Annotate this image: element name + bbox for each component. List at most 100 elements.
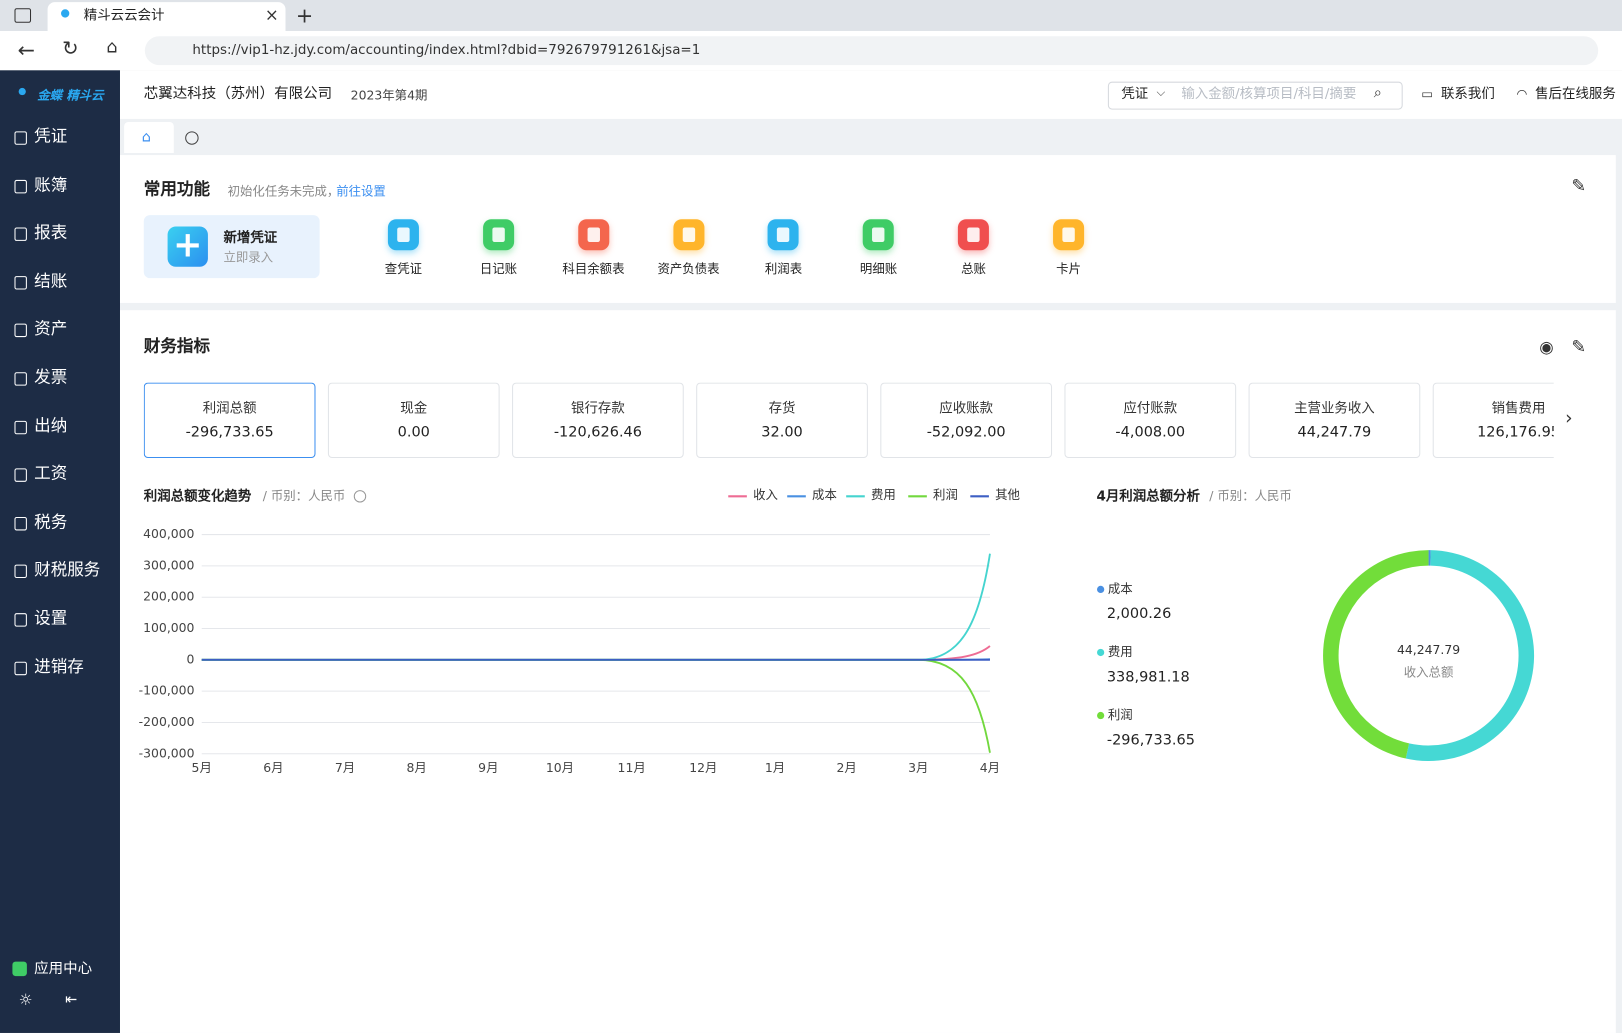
next-arrow[interactable]: › bbox=[1565, 407, 1573, 430]
home-button[interactable]: ⌂ bbox=[106, 37, 118, 58]
menu-item[interactable]: 结账 bbox=[34, 270, 68, 291]
home-tab[interactable] bbox=[124, 122, 174, 154]
new-voucher-title: 新增凭证 bbox=[223, 230, 278, 247]
x-tick-label: 9月 bbox=[478, 760, 498, 775]
indicator-card[interactable]: 现金 0.00 bbox=[327, 382, 500, 459]
y-tick-label: 400,000 bbox=[143, 526, 194, 541]
search-type[interactable]: 凭证 bbox=[1121, 86, 1149, 103]
after-sales[interactable]: 售后在线服务 bbox=[1535, 86, 1616, 103]
menu-item[interactable]: 工资 bbox=[34, 463, 68, 484]
indicator-card[interactable]: 应付账款 -4,008.00 bbox=[1064, 382, 1237, 459]
indicator-value: -120,626.46 bbox=[553, 423, 642, 441]
function-icon-glyph bbox=[397, 227, 410, 242]
x-tick-label: 2月 bbox=[836, 760, 856, 775]
legend-dot bbox=[1097, 648, 1105, 657]
legend-dot bbox=[1097, 585, 1105, 593]
function-label[interactable]: 日记账 bbox=[479, 261, 518, 277]
menu-item[interactable]: 财税服务 bbox=[34, 559, 101, 580]
function-label[interactable]: 卡片 bbox=[1056, 261, 1082, 277]
tab-icon[interactable] bbox=[14, 8, 32, 23]
indicator-card[interactable]: 应收账款 -52,092.00 bbox=[880, 382, 1053, 459]
x-tick-label: 10月 bbox=[546, 760, 574, 775]
value-label: 338,981.18 bbox=[1107, 669, 1190, 685]
menu-item[interactable]: 资产 bbox=[34, 318, 68, 339]
x-tick-label: 6月 bbox=[263, 760, 283, 775]
indicator-name: 银行存款 bbox=[570, 401, 625, 417]
menu-item[interactable]: 账簿 bbox=[34, 174, 68, 194]
function-label[interactable]: 利润表 bbox=[764, 261, 803, 277]
url-field[interactable] bbox=[144, 36, 1599, 66]
edit-icon[interactable]: ✎ bbox=[1571, 175, 1587, 197]
app-center[interactable]: 应用中心 bbox=[34, 960, 93, 978]
contact-icon: ▭ bbox=[1421, 86, 1434, 102]
indicator-card[interactable]: 销售费用 126,176.95 bbox=[1432, 382, 1554, 459]
x-tick-label: 4月 bbox=[980, 760, 1000, 775]
chart-subtitle: / 币别：人民币 bbox=[263, 488, 346, 503]
visibility-icon[interactable]: ◉ bbox=[1539, 337, 1554, 357]
search-placeholder: 输入金额/核算项目/科目/摘要 bbox=[1181, 86, 1357, 103]
menu-item[interactable]: 进销存 bbox=[34, 656, 84, 676]
search-icon[interactable]: ⌕ bbox=[1373, 84, 1382, 102]
legend-label: 费用 bbox=[871, 487, 896, 502]
legend-label: 利润 bbox=[1108, 707, 1133, 722]
period[interactable]: 2023年第4期 bbox=[350, 87, 428, 103]
indicator-strip: 利润总额 -296,733.65 现金 0.00 银行存款 -120,626.46 存货 32… bbox=[143, 382, 1554, 460]
indicator-name: 应付账款 bbox=[1123, 401, 1178, 417]
x-tick-label: 1月 bbox=[765, 760, 785, 775]
legend-label: 成本 bbox=[1108, 581, 1133, 596]
indicator-value: -4,008.00 bbox=[1115, 423, 1186, 441]
legend-label: 费用 bbox=[1108, 644, 1133, 659]
indicator-name: 销售费用 bbox=[1491, 401, 1546, 417]
active-tab[interactable] bbox=[47, 2, 286, 32]
contact-us[interactable]: 联系我们 bbox=[1440, 86, 1495, 103]
tab-menu[interactable] bbox=[185, 131, 199, 145]
menu-item[interactable]: 凭证 bbox=[34, 126, 68, 146]
menu-item[interactable]: 报表 bbox=[34, 222, 68, 243]
series-line bbox=[201, 658, 991, 753]
menu-icon bbox=[14, 468, 27, 483]
indicator-value: 44,247.79 bbox=[1297, 423, 1372, 441]
settings-link[interactable]: 前往设置 bbox=[336, 184, 386, 199]
indicator-value: -296,733.65 bbox=[185, 423, 274, 441]
function-label[interactable]: 明细账 bbox=[859, 261, 898, 277]
value-label: -296,733.65 bbox=[1107, 732, 1195, 748]
search-box[interactable] bbox=[1107, 81, 1403, 110]
menu-item[interactable]: 发票 bbox=[34, 367, 68, 387]
indicator-card[interactable]: 利润总额 -296,733.65 bbox=[143, 382, 316, 459]
chart-title: 利润总额变化趋势 bbox=[144, 487, 252, 504]
function-label[interactable]: 查凭证 bbox=[384, 261, 423, 277]
indicator-card[interactable]: 主营业务收入 44,247.79 bbox=[1248, 382, 1421, 459]
company-name[interactable]: 芯翼达科技（苏州）有限公司 bbox=[143, 85, 333, 103]
indicator-value: 32.00 bbox=[761, 423, 803, 441]
menu-item[interactable]: 出纳 bbox=[34, 415, 68, 435]
legend-label: 成本 bbox=[812, 487, 837, 502]
donut-segment bbox=[1428, 550, 1431, 566]
indicator-card[interactable]: 存货 32.00 bbox=[696, 382, 868, 459]
sidebar bbox=[0, 70, 120, 1033]
menu-item[interactable]: 设置 bbox=[34, 607, 68, 628]
donut-segment bbox=[1323, 550, 1429, 759]
menu-icon bbox=[14, 275, 27, 290]
menu-item[interactable]: 税务 bbox=[34, 511, 68, 532]
new-tab[interactable]: + bbox=[295, 3, 314, 28]
legend-dot bbox=[1097, 711, 1105, 720]
section-title: 财务指标 bbox=[143, 336, 211, 356]
menu-icon bbox=[14, 661, 27, 675]
series-line bbox=[201, 645, 991, 661]
y-tick-label: -200,000 bbox=[139, 714, 195, 729]
indicator-card[interactable]: 银行存款 -120,626.46 bbox=[512, 382, 684, 459]
theme-toggle[interactable]: ☼ bbox=[18, 990, 33, 1010]
function-label[interactable]: 总账 bbox=[961, 261, 986, 277]
collapse-toggle[interactable]: ⇤ bbox=[65, 991, 78, 1009]
indicator-value: -52,092.00 bbox=[926, 423, 1006, 441]
function-label[interactable]: 科目余额表 bbox=[562, 261, 625, 277]
refresh-button[interactable]: ↻ bbox=[62, 37, 79, 60]
tab-close[interactable]: × bbox=[264, 5, 279, 25]
logo: 金蝶 精斗云 bbox=[37, 87, 104, 103]
edit-icon[interactable]: ✎ bbox=[1571, 337, 1587, 358]
back-button[interactable]: ← bbox=[17, 37, 35, 63]
function-icon-glyph bbox=[777, 227, 790, 242]
function-label[interactable]: 资产负债表 bbox=[657, 261, 720, 277]
menu-icon bbox=[14, 420, 27, 434]
